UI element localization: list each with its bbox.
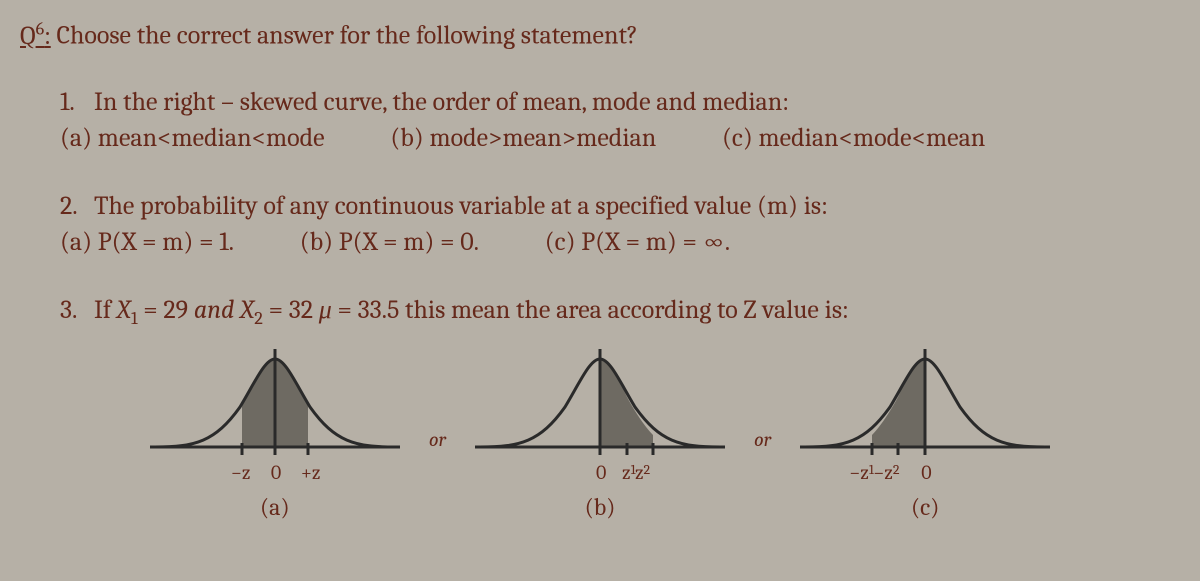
or-1: or xyxy=(429,428,446,451)
q2-options: (a) P(X = m) = 1. (b) P(X = m) = 0. (c) … xyxy=(60,227,1180,257)
tick-c-left: −z1 −z2 xyxy=(849,461,893,484)
q2-text: The probability of any continuous variab… xyxy=(94,191,828,221)
ticks-c: −z1 −z2 0 xyxy=(795,461,1055,485)
q1-option-b: (b) mode>mean>median xyxy=(390,123,656,153)
tick-a-left: −z xyxy=(231,461,251,484)
q1-text: In the right – skewed curve, the order o… xyxy=(94,87,789,117)
figure-a: −z 0 +z (a) xyxy=(145,347,405,521)
or-2: or xyxy=(754,428,771,451)
tick-b-mid: 0 xyxy=(596,461,606,484)
q1-option-c: (c) median<mode<mean xyxy=(722,123,985,153)
curve-c xyxy=(795,347,1055,457)
tick-a-mid: 0 xyxy=(271,461,281,484)
q2-stem: 2.The probability of any continuous vari… xyxy=(60,191,1180,221)
ticks-b: 0 z1 z2 xyxy=(470,461,730,485)
q1-number: 1. xyxy=(60,87,94,117)
question-text: Choose the correct answer for the follow… xyxy=(51,21,638,51)
q2-number: 2. xyxy=(60,191,94,221)
label-c: (c) xyxy=(911,493,939,521)
question-number: Q6: xyxy=(20,21,51,51)
q3-stem: 3.If X1 = 29 and X2 = 32 μ = 33.5 this m… xyxy=(60,295,1180,329)
curve-a xyxy=(145,347,405,457)
q2-option-b: (b) P(X = m) = 0. xyxy=(300,227,479,257)
q2-option-a: (a) P(X = m) = 1. xyxy=(60,227,234,257)
ticks-a: −z 0 +z xyxy=(145,461,405,485)
q1-stem: 1.In the right – skewed curve, the order… xyxy=(60,87,1180,117)
q1-option-a: (a) mean<median<mode xyxy=(60,123,325,153)
label-a: (a) xyxy=(260,493,290,521)
q1-options: (a) mean<median<mode (b) mode>mean>media… xyxy=(60,123,1180,153)
figures-row: −z 0 +z (a) or 0 z1 z2 (b) or −z1 −z2 0 … xyxy=(20,347,1180,521)
tick-a-right: +z xyxy=(301,461,321,484)
question-header: Q6: Choose the correct answer for the fo… xyxy=(20,18,1180,51)
tick-b-right: z1 z2 xyxy=(622,461,644,484)
figure-c: −z1 −z2 0 (c) xyxy=(795,347,1055,521)
label-b: (b) xyxy=(585,493,616,521)
q3-text: If X1 = 29 and X2 = 32 μ = 33.5 this mea… xyxy=(94,295,849,325)
q2-option-c: (c) P(X = m) = ∞. xyxy=(545,227,730,257)
q3-number: 3. xyxy=(60,295,94,325)
figure-b: 0 z1 z2 (b) xyxy=(470,347,730,521)
curve-b xyxy=(470,347,730,457)
tick-c-mid: 0 xyxy=(921,461,931,484)
